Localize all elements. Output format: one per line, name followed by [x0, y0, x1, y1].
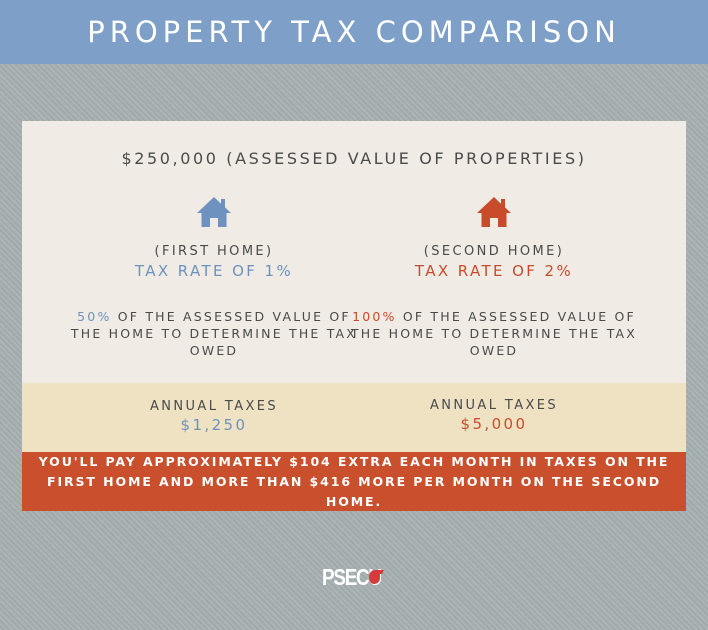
house-icon: [197, 197, 231, 227]
summary-band: YOU'LL PAY APPROXIMATELY $104 EXTRA EACH…: [22, 452, 686, 511]
first-home-tax-rate: TAX RATE OF 1%: [134, 262, 294, 280]
annual-taxes-band: ANNUAL TAXES $1,250 ANNUAL TAXES $5,000: [22, 383, 686, 452]
house-icon: [477, 197, 511, 227]
first-home-description-text: OF THE ASSESSED VALUE OF THE HOME TO DET…: [70, 309, 358, 358]
second-home-annual-label: ANNUAL TAXES: [429, 398, 559, 413]
first-home-description: 50% OF THE ASSESSED VALUE OF THE HOME TO…: [64, 308, 364, 359]
second-home-tax-rate: TAX RATE OF 2%: [414, 262, 574, 280]
summary-text: YOU'LL PAY APPROXIMATELY $104 EXTRA EACH…: [38, 453, 670, 509]
second-home-percent: 100%: [352, 309, 397, 324]
first-home-annual-value: $1,250: [180, 416, 248, 434]
second-home-label: (SECOND HOME): [423, 244, 565, 259]
second-home-description-text: OF THE ASSESSED VALUE OF THE HOME TO DET…: [350, 309, 638, 358]
page-title: PROPERTY TAX COMPARISON: [87, 15, 621, 49]
first-home-label: (FIRST HOME): [154, 244, 274, 259]
first-home-annual-label: ANNUAL TAXES: [149, 399, 279, 414]
second-home-description: 100% OF THE ASSESSED VALUE OF THE HOME T…: [344, 308, 644, 359]
comparison-card: $250,000 (ASSESSED VALUE OF PROPERTIES) …: [22, 121, 686, 383]
first-home-percent: 50%: [77, 309, 112, 324]
assessed-value-subtitle: $250,000 (ASSESSED VALUE OF PROPERTIES): [121, 149, 587, 168]
second-home-annual-value: $5,000: [460, 415, 528, 433]
psecu-logo-icon: [369, 570, 384, 584]
header-banner: PROPERTY TAX COMPARISON: [0, 0, 708, 64]
psecu-logo: PSECU: [322, 564, 392, 594]
